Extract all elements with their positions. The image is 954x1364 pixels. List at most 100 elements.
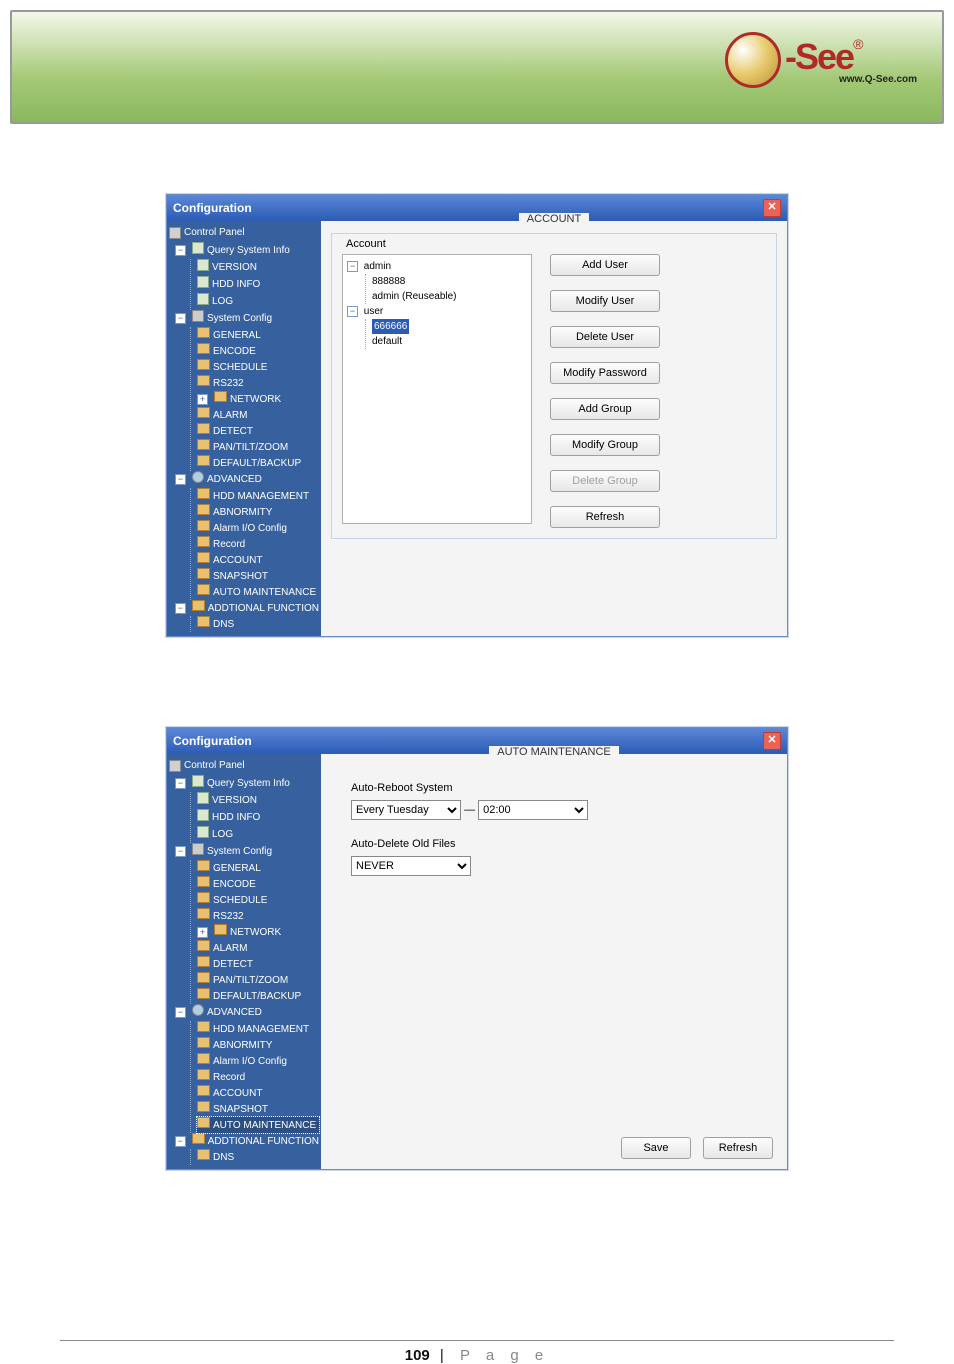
expand-icon[interactable]: +	[197, 394, 208, 405]
tree-item-hddinfo[interactable]: HDD INFO	[197, 809, 319, 826]
tree-item-snapshot[interactable]: SNAPSHOT	[197, 1101, 319, 1117]
acct-user-admin[interactable]: admin	[364, 261, 391, 272]
tree-item-general[interactable]: GENERAL	[197, 327, 319, 343]
tree-group-additional[interactable]: −ADDTIONAL FUNCTION	[175, 1133, 319, 1149]
tree-item-network[interactable]: +NETWORK	[197, 391, 319, 407]
tree-group-advanced[interactable]: −ADVANCED	[175, 1004, 319, 1021]
collapse-icon[interactable]: −	[347, 261, 358, 272]
nav-tree: Control Panel −Query System Info VERSION…	[167, 754, 321, 1169]
tree-item-alarmio[interactable]: Alarm I/O Config	[197, 520, 319, 536]
tree-item-record[interactable]: Record	[197, 1069, 319, 1085]
tree-item-ptz[interactable]: PAN/TILT/ZOOM	[197, 439, 319, 455]
tree-group-additional[interactable]: −ADDTIONAL FUNCTION	[175, 600, 319, 616]
folder-icon	[197, 972, 210, 988]
tree-group-system[interactable]: −System Config	[175, 843, 319, 860]
tree-item-dns[interactable]: DNS	[197, 616, 319, 632]
close-icon[interactable]: ✕	[763, 732, 781, 750]
tree-item-account[interactable]: ACCOUNT	[197, 552, 319, 568]
page-footer: 109 | P a g e	[0, 1347, 954, 1364]
tree-item-hddmgmt[interactable]: HDD MANAGEMENT	[197, 488, 319, 504]
collapse-icon[interactable]: −	[175, 474, 186, 485]
tree-item-schedule[interactable]: SCHEDULE	[197, 359, 319, 375]
add-user-button[interactable]: Add User	[550, 254, 660, 276]
tree-item-rs232[interactable]: RS232	[197, 375, 319, 391]
folder-icon	[197, 552, 210, 568]
tree-item-ptz[interactable]: PAN/TILT/ZOOM	[197, 972, 319, 988]
delete-user-button[interactable]: Delete User	[550, 326, 660, 348]
tree-item-schedule[interactable]: SCHEDULE	[197, 892, 319, 908]
modify-password-button[interactable]: Modify Password	[550, 362, 660, 384]
reboot-time-select[interactable]: 02:00	[478, 800, 588, 820]
collapse-icon[interactable]: −	[175, 245, 186, 256]
tree-item-default[interactable]: DEFAULT/BACKUP	[197, 988, 319, 1004]
tree-item-abnormity[interactable]: ABNORMITY	[197, 1037, 319, 1053]
acct-item[interactable]: admin (Reuseable)	[372, 289, 527, 304]
reboot-day-select[interactable]: Every Tuesday	[351, 800, 461, 820]
nav-tree: Control Panel −Query System Info VERSION…	[167, 221, 321, 636]
acct-item-selected[interactable]: 666666	[372, 319, 527, 334]
acct-item[interactable]: 888888	[372, 274, 527, 289]
tool-icon	[192, 310, 204, 327]
tree-group-system[interactable]: −System Config	[175, 310, 319, 327]
tree-item-dns[interactable]: DNS	[197, 1149, 319, 1165]
tree-item-detect[interactable]: DETECT	[197, 423, 319, 439]
acct-user-user[interactable]: user	[364, 306, 383, 317]
tree-item-abnormity[interactable]: ABNORMITY	[197, 504, 319, 520]
add-group-button[interactable]: Add Group	[550, 398, 660, 420]
account-tree[interactable]: − admin 888888 admin (Reuseable) − user …	[342, 254, 532, 524]
tree-item-alarmio[interactable]: Alarm I/O Config	[197, 1053, 319, 1069]
tree-item-automaint[interactable]: AUTO MAINTENANCE	[197, 1117, 319, 1133]
folder-icon	[197, 584, 210, 600]
tree-item-default[interactable]: DEFAULT/BACKUP	[197, 455, 319, 471]
close-icon[interactable]: ✕	[763, 199, 781, 217]
tree-item-hddinfo[interactable]: HDD INFO	[197, 276, 319, 293]
collapse-icon[interactable]: −	[175, 313, 186, 324]
folder-icon	[197, 988, 210, 1004]
tree-item-record[interactable]: Record	[197, 536, 319, 552]
tree-item-version[interactable]: VERSION	[197, 792, 319, 809]
collapse-icon[interactable]: −	[175, 778, 186, 789]
tree-item-detect[interactable]: DETECT	[197, 956, 319, 972]
tree-item-rs232[interactable]: RS232	[197, 908, 319, 924]
collapse-icon[interactable]: −	[347, 306, 358, 317]
tree-item-log[interactable]: LOG	[197, 293, 319, 310]
tree-item-encode[interactable]: ENCODE	[197, 343, 319, 359]
tree-item-account[interactable]: ACCOUNT	[197, 1085, 319, 1101]
collapse-icon[interactable]: −	[175, 603, 186, 614]
folder-icon	[197, 1037, 210, 1053]
refresh-button[interactable]: Refresh	[550, 506, 660, 528]
refresh-button[interactable]: Refresh	[703, 1137, 773, 1159]
tree-item-automaint[interactable]: AUTO MAINTENANCE	[197, 584, 319, 600]
acct-item[interactable]: default	[372, 334, 527, 349]
tree-item-network[interactable]: +NETWORK	[197, 924, 319, 940]
collapse-icon[interactable]: −	[175, 1136, 186, 1147]
tree-item-alarm[interactable]: ALARM	[197, 940, 319, 956]
tree-group-query[interactable]: −Query System Info	[175, 242, 319, 259]
config-window-account: Configuration ✕ Control Panel −Query Sys…	[166, 194, 788, 637]
tree-item-general[interactable]: GENERAL	[197, 860, 319, 876]
folder-icon	[197, 1117, 210, 1133]
footer-divider	[60, 1340, 894, 1341]
tree-item-log[interactable]: LOG	[197, 826, 319, 843]
gear-icon	[192, 471, 204, 488]
tree-item-hddmgmt[interactable]: HDD MANAGEMENT	[197, 1021, 319, 1037]
modify-user-button[interactable]: Modify User	[550, 290, 660, 312]
save-button[interactable]: Save	[621, 1137, 691, 1159]
collapse-icon[interactable]: −	[175, 846, 186, 857]
expand-icon[interactable]: +	[197, 927, 208, 938]
collapse-icon[interactable]: −	[175, 1007, 186, 1018]
tree-group-query[interactable]: −Query System Info	[175, 775, 319, 792]
tree-item-snapshot[interactable]: SNAPSHOT	[197, 568, 319, 584]
tree-item-version[interactable]: VERSION	[197, 259, 319, 276]
tree-root[interactable]: Control Panel	[169, 225, 319, 240]
modify-group-button[interactable]: Modify Group	[550, 434, 660, 456]
delete-files-select[interactable]: NEVER	[351, 856, 471, 876]
folder-icon	[197, 956, 210, 972]
tree-root[interactable]: Control Panel	[169, 758, 319, 773]
delete-group-button[interactable]: Delete Group	[550, 470, 660, 492]
automaint-content: AUTO MAINTENANCE Auto-Reboot System Ever…	[321, 754, 787, 1169]
tree-item-alarm[interactable]: ALARM	[197, 407, 319, 423]
tree-item-encode[interactable]: ENCODE	[197, 876, 319, 892]
gear-icon	[192, 1004, 204, 1021]
tree-group-advanced[interactable]: −ADVANCED	[175, 471, 319, 488]
